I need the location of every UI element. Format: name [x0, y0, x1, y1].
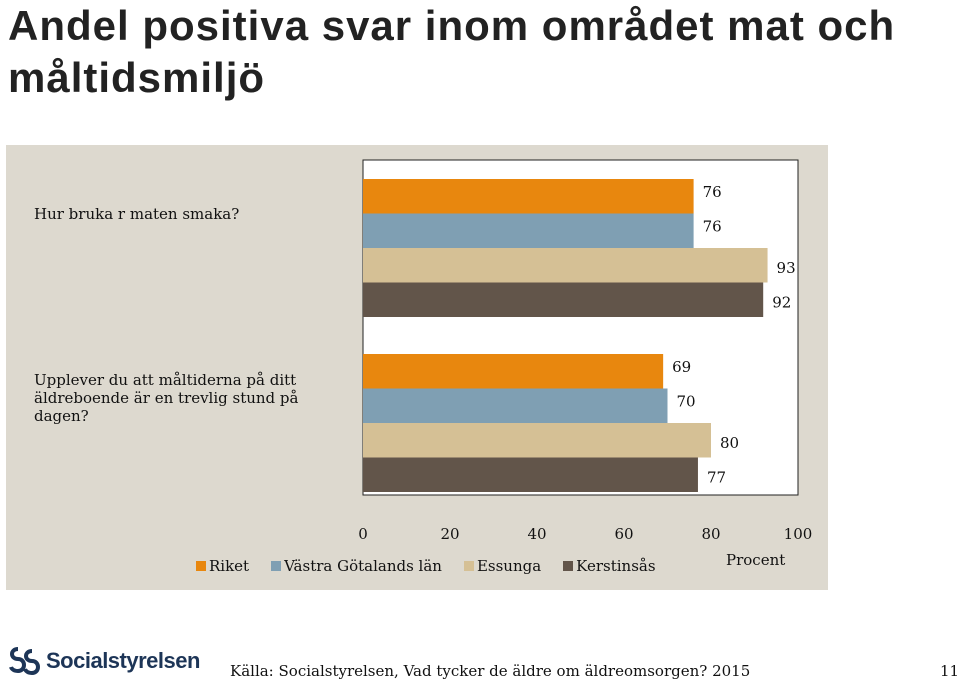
bar-1-essunga [363, 248, 768, 283]
x-axis-label: Procent [726, 551, 786, 569]
logo-mark-icon [9, 647, 40, 676]
bar-1-västra-götalands-län [363, 213, 694, 248]
legend-label: Västra Götalands län [284, 557, 442, 575]
data-label: 76 [703, 183, 722, 201]
legend-label: Riket [209, 557, 250, 575]
source-note: Källa: Socialstyrelsen, Vad tycker de äl… [230, 662, 751, 680]
bar-2-essunga [363, 423, 711, 458]
data-label: 93 [777, 259, 796, 277]
chart-legend: Riket Västra Götalands län Essunga Kerst… [196, 557, 678, 575]
legend-label: Essunga [476, 557, 542, 575]
bar-2-västra-götalands-län [363, 388, 668, 423]
bars-layer [363, 179, 768, 492]
data-label: 80 [720, 434, 739, 452]
category-label-1: Hur bruka r maten smaka? [34, 205, 240, 223]
x-tick-label: 40 [527, 525, 546, 543]
legend-item-vastra-gotaland: Västra Götalands län [271, 557, 442, 575]
slide-title: Andel positiva svar inom området mat och… [8, 2, 896, 101]
legend-swatch [196, 561, 206, 571]
data-label: 77 [707, 469, 726, 487]
legend-label: Kerstinsås [576, 557, 656, 575]
data-label: 70 [677, 393, 696, 411]
legend-swatch [271, 561, 282, 571]
bar-1-kerstinsås [363, 282, 764, 317]
x-tick-label: 100 [784, 525, 813, 543]
x-tick-label: 60 [614, 525, 633, 543]
data-label: 76 [703, 218, 722, 236]
logo-text: Socialstyrelsen [46, 648, 200, 673]
legend-item-essunga: Essunga [463, 557, 542, 575]
x-tick-labels: 0 20 40 60 80 100 [358, 525, 812, 543]
legend-swatch [563, 561, 574, 571]
bar-1-riket [363, 179, 694, 214]
x-tick-label: 80 [701, 525, 720, 543]
x-tick-label: 0 [358, 525, 368, 543]
socialstyrelsen-logo: Socialstyrelsen [8, 645, 200, 677]
data-label: 92 [772, 294, 791, 312]
legend-item-kerstinsas: Kerstinsås [563, 557, 656, 575]
category-label-2: Upplever du att måltiderna på ditt äldre… [34, 371, 299, 425]
x-tick-label: 20 [440, 525, 459, 543]
page-number: 11 [940, 662, 960, 680]
data-label: 69 [672, 358, 691, 376]
legend-item-riket: Riket [196, 557, 249, 575]
bar-2-riket [363, 354, 664, 389]
legend-swatch [463, 561, 474, 571]
data-labels-layer: 76 76 93 92 69 70 80 77 [672, 183, 795, 487]
bar-2-kerstinsås [363, 457, 698, 492]
